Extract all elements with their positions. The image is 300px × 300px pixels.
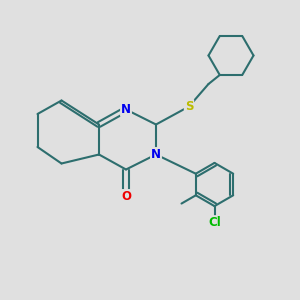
Text: O: O xyxy=(121,190,131,203)
Text: N: N xyxy=(151,148,161,161)
Text: N: N xyxy=(121,103,131,116)
Text: S: S xyxy=(185,100,193,113)
Text: Cl: Cl xyxy=(208,216,221,229)
